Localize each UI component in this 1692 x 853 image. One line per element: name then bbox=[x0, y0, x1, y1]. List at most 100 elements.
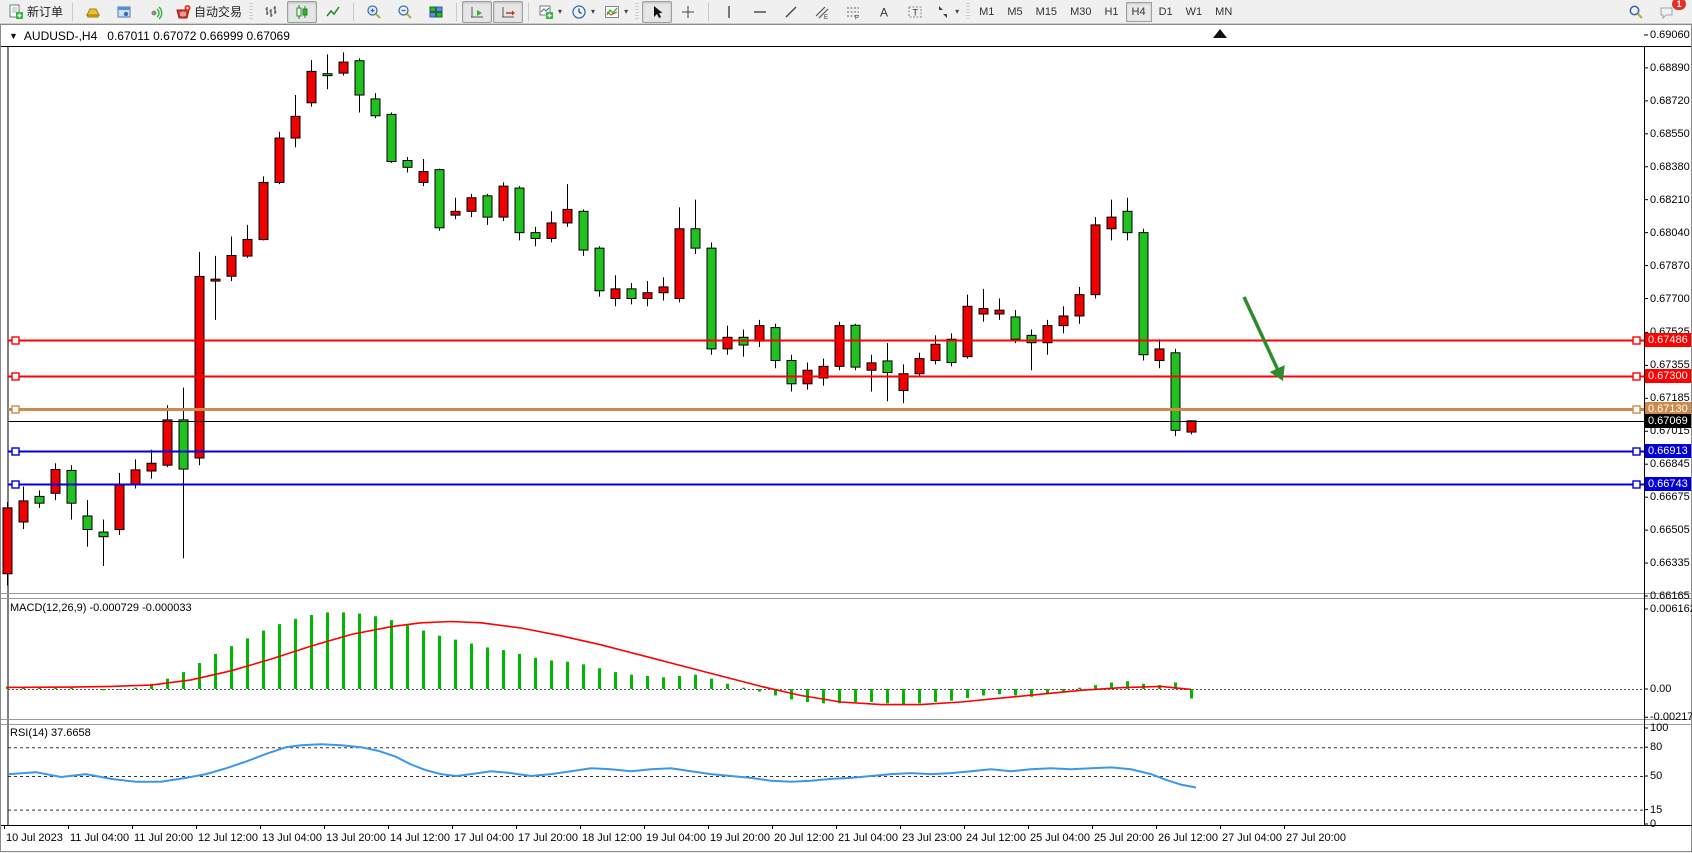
time-tick-label: 18 Jul 12:00 bbox=[582, 832, 642, 844]
market-watch-button[interactable] bbox=[78, 1, 108, 23]
rsi-tick-label: 15 bbox=[1650, 804, 1663, 816]
rsi-tick-label: 0 bbox=[1650, 818, 1657, 830]
indicators-icon bbox=[604, 4, 620, 20]
candle-up bbox=[210, 278, 221, 282]
horizontal-line-button[interactable] bbox=[745, 1, 775, 23]
timeframe-button-h4[interactable]: H4 bbox=[1125, 1, 1152, 22]
timeframe-button-h1[interactable]: H1 bbox=[1104, 5, 1119, 18]
candle-up bbox=[658, 286, 669, 294]
navigator-button[interactable] bbox=[109, 1, 139, 23]
text-button[interactable]: A bbox=[869, 1, 899, 23]
price-tick-label: 0.68890 bbox=[1650, 62, 1690, 74]
arrows-button[interactable]: ▾ bbox=[931, 1, 963, 23]
price-tick-label: 0.66335 bbox=[1650, 557, 1690, 569]
arrow-annotation[interactable] bbox=[1242, 296, 1281, 373]
toolbar-divider bbox=[528, 2, 530, 21]
vertical-line-button[interactable] bbox=[714, 1, 744, 23]
candle-up bbox=[146, 462, 157, 472]
macd-indicator-label: MACD(12,26,9) -0.000729 -0.000033 bbox=[10, 602, 192, 614]
timeframe-button-mn[interactable]: MN bbox=[1215, 5, 1233, 18]
macd-signal-line bbox=[6, 620, 1192, 706]
timeframe-button-m30[interactable]: M30 bbox=[1070, 5, 1092, 18]
tile-windows-button[interactable] bbox=[421, 1, 451, 23]
chart-shift-marker-icon[interactable] bbox=[1213, 29, 1227, 38]
timeframe-button-m1[interactable]: M1 bbox=[979, 5, 995, 18]
dropdown-caret-icon: ▾ bbox=[955, 7, 960, 16]
timeframe-button-w1[interactable]: W1 bbox=[1185, 5, 1203, 18]
new-chart-icon bbox=[538, 4, 554, 20]
arrow-annotation-head[interactable] bbox=[1269, 365, 1285, 381]
candle-down bbox=[786, 360, 797, 385]
notification-badge: 1 bbox=[1672, 0, 1686, 10]
broadcast-button[interactable] bbox=[140, 1, 170, 23]
chart-shift-button[interactable] bbox=[493, 0, 524, 23]
indicators-button[interactable]: ▾ bbox=[600, 1, 632, 23]
candle-down bbox=[882, 360, 893, 374]
time-tick-label: 17 Jul 04:00 bbox=[454, 832, 514, 844]
channel-icon: E bbox=[814, 4, 830, 20]
bar-chart-button[interactable] bbox=[256, 1, 286, 23]
hline-handle[interactable] bbox=[1632, 336, 1641, 345]
hline-handle[interactable] bbox=[11, 447, 20, 456]
navigator-icon bbox=[116, 4, 132, 20]
candle-down bbox=[706, 247, 717, 350]
toolbar-divider bbox=[708, 2, 710, 21]
dropdown-caret-icon: ▾ bbox=[591, 7, 596, 16]
equidistant-channel-button[interactable]: E bbox=[807, 1, 837, 23]
label-icon: T bbox=[907, 4, 923, 20]
rsi-tick-label: 100 bbox=[1650, 722, 1669, 734]
auto-scroll-button[interactable] bbox=[462, 0, 493, 23]
auto-trading-button[interactable]: 自动交易 bbox=[171, 1, 246, 23]
search-button[interactable] bbox=[1621, 1, 1651, 23]
time-tick-label: 24 Jul 12:00 bbox=[966, 832, 1026, 844]
new-chart-button[interactable]: ▾ bbox=[534, 1, 566, 23]
zoom-in-button[interactable] bbox=[359, 1, 389, 23]
tile-windows-icon bbox=[428, 4, 444, 20]
price-tick-label: 0.69060 bbox=[1650, 29, 1690, 41]
notifications-button[interactable]: 1 bbox=[1652, 0, 1686, 23]
macd-tick-label: 0.00 bbox=[1650, 683, 1672, 695]
new-order-button[interactable]: 新订单 bbox=[4, 1, 67, 23]
chart-canvas[interactable] bbox=[1, 25, 1692, 853]
cursor-button[interactable] bbox=[642, 0, 673, 23]
candle-up bbox=[1090, 224, 1101, 296]
crosshair-button[interactable] bbox=[673, 1, 703, 23]
zoom-out-icon bbox=[397, 4, 413, 20]
hline-handle[interactable] bbox=[1632, 372, 1641, 381]
candle-down bbox=[354, 60, 365, 96]
timeframe-button-d1[interactable]: D1 bbox=[1158, 5, 1173, 18]
price-badge-0.66743: 0.66743 bbox=[1645, 477, 1691, 491]
hline-handle[interactable] bbox=[1632, 447, 1641, 456]
rsi-tick-label: 50 bbox=[1650, 770, 1663, 782]
candle-up bbox=[674, 228, 685, 300]
candle-down bbox=[594, 247, 605, 292]
hline-handle[interactable] bbox=[1632, 405, 1641, 414]
candlestick-chart-button[interactable] bbox=[287, 0, 318, 23]
hline-handle[interactable] bbox=[1632, 480, 1641, 489]
time-tick-label: 26 Jul 12:00 bbox=[1158, 832, 1218, 844]
candle-up bbox=[1106, 216, 1117, 230]
line-chart-button[interactable] bbox=[318, 1, 348, 23]
candle-up bbox=[338, 61, 349, 74]
candle-down bbox=[514, 187, 525, 234]
price-badge-0.67486: 0.67486 bbox=[1645, 333, 1691, 347]
hline-handle[interactable] bbox=[11, 372, 20, 381]
chart-title-bar[interactable]: ▼ AUDUSD-,H4 0.67011 0.67072 0.66999 0.6… bbox=[1, 25, 1691, 47]
candle-down bbox=[98, 531, 109, 538]
price-tick-label: 0.68210 bbox=[1650, 194, 1690, 206]
timeframe-button-m15[interactable]: M15 bbox=[1035, 5, 1058, 18]
text-label-button[interactable]: T bbox=[900, 1, 930, 23]
zoom-out-button[interactable] bbox=[390, 1, 420, 23]
candle-up bbox=[818, 365, 829, 379]
market-watch-icon bbox=[85, 4, 101, 20]
svg-text:A: A bbox=[880, 5, 888, 19]
hline-handle[interactable] bbox=[11, 480, 20, 489]
hline-handle[interactable] bbox=[11, 336, 20, 345]
timeframe-button-m5[interactable]: M5 bbox=[1007, 5, 1023, 18]
trendline-button[interactable] bbox=[776, 1, 806, 23]
chart-menu-caret-icon[interactable]: ▼ bbox=[9, 30, 18, 41]
hline-handle[interactable] bbox=[11, 405, 20, 414]
profiles-button[interactable]: ▾ bbox=[567, 1, 599, 23]
time-tick-label: 11 Jul 04:00 bbox=[70, 832, 130, 844]
fibonacci-button[interactable]: F bbox=[838, 1, 868, 23]
